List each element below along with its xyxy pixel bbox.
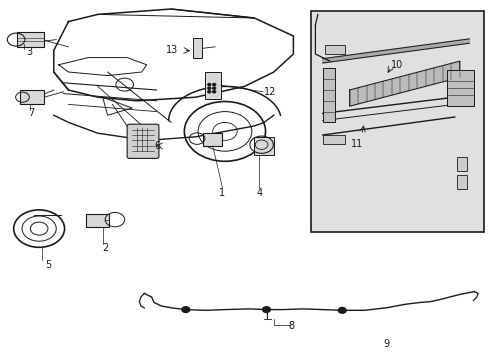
Text: 1: 1 (219, 188, 225, 198)
Polygon shape (322, 39, 468, 63)
Circle shape (182, 307, 189, 312)
Text: 6: 6 (154, 141, 160, 151)
Text: 10: 10 (390, 60, 403, 70)
Text: 2: 2 (102, 243, 108, 253)
Bar (85, 214, 109, 227)
Circle shape (212, 87, 215, 89)
Bar (193, 38, 202, 58)
Circle shape (262, 307, 270, 312)
Text: 9: 9 (383, 339, 388, 349)
Text: 11: 11 (350, 139, 363, 149)
Bar (325, 45, 344, 54)
Bar (456, 175, 466, 189)
Bar (310, 11, 483, 232)
FancyBboxPatch shape (127, 124, 159, 158)
Text: 12: 12 (264, 87, 276, 97)
Text: 13: 13 (166, 45, 178, 55)
Circle shape (338, 307, 346, 313)
Bar (456, 157, 466, 171)
Bar (322, 68, 334, 122)
Circle shape (207, 84, 210, 86)
Text: 8: 8 (287, 321, 293, 331)
Text: 5: 5 (45, 260, 51, 270)
Circle shape (207, 87, 210, 89)
Bar (203, 133, 222, 146)
Polygon shape (349, 61, 459, 106)
Circle shape (212, 84, 215, 86)
Circle shape (207, 91, 210, 93)
Text: 7: 7 (29, 108, 35, 118)
Text: 4: 4 (256, 188, 262, 198)
Text: 3: 3 (26, 47, 32, 57)
Bar (447, 70, 473, 106)
Bar (205, 72, 221, 99)
Bar (20, 90, 44, 104)
Bar (254, 137, 273, 155)
Bar (17, 32, 44, 47)
Bar (322, 135, 344, 144)
Circle shape (212, 91, 215, 93)
